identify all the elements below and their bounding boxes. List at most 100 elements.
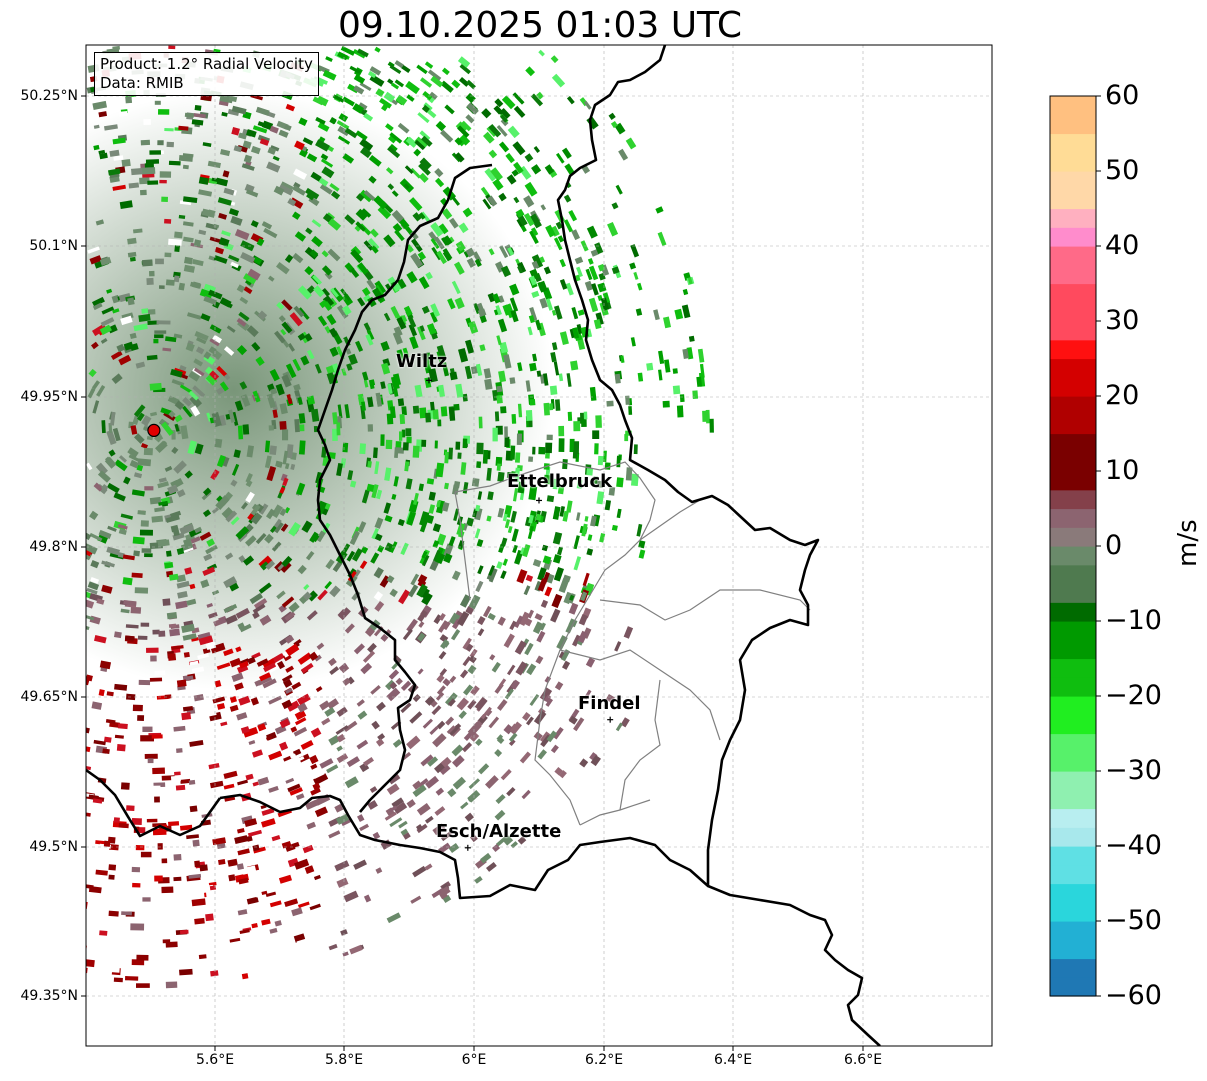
radar-echo-pixel: [316, 642, 325, 650]
radar-echo-pixel: [506, 786, 516, 797]
radar-echo-pixel: [383, 234, 396, 248]
radar-echo-pixel: [299, 149, 308, 158]
radar-echo-pixel: [178, 214, 186, 220]
radar-echo-pixel: [524, 181, 538, 197]
radar-echo-pixel: [416, 583, 428, 598]
radar-echo-pixel: [91, 701, 103, 710]
radar-echo-pixel: [332, 94, 345, 103]
radar-echo-pixel: [240, 502, 248, 510]
radar-echo-pixel: [417, 632, 426, 642]
radar-echo-pixel: [385, 167, 394, 175]
radar-echo-pixel: [587, 257, 594, 265]
radar-echo-pixel: [243, 154, 253, 164]
radar-echo-pixel: [615, 184, 623, 195]
radar-echo-pixel: [272, 155, 280, 162]
radar-echo-pixel: [224, 373, 231, 381]
colorbar-tick-label: −20: [1105, 680, 1162, 711]
radar-echo-pixel: [279, 402, 288, 415]
radar-echo-pixel: [535, 319, 542, 331]
radar-echo-pixel: [487, 195, 498, 207]
radar-echo-pixel: [400, 680, 412, 691]
radar-echo-pixel: [349, 944, 363, 955]
radar-echo-pixel: [328, 657, 337, 667]
radar-echo-pixel: [181, 623, 196, 634]
radar-echo-pixel: [448, 843, 460, 853]
radar-echo-pixel: [357, 262, 369, 275]
radar-echo-pixel: [373, 591, 384, 601]
radar-echo-pixel: [297, 333, 306, 341]
radar-echo-pixel: [498, 543, 505, 553]
radar-echo-pixel: [176, 580, 190, 589]
radar-echo-pixel: [438, 384, 446, 398]
radar-echo-pixel: [421, 588, 430, 599]
radar-echo-pixel: [439, 763, 451, 776]
colorbar-tick-label: −40: [1105, 830, 1162, 861]
radar-echo-pixel: [424, 863, 433, 871]
radar-echo-pixel: [286, 444, 294, 459]
radar-echo-pixel: [586, 468, 593, 476]
radar-echo-pixel: [131, 866, 141, 873]
radar-echo-pixel: [457, 125, 470, 138]
radar-echo-pixel: [572, 327, 580, 339]
colorbar-tick-label: 40: [1105, 230, 1140, 261]
radar-echo-pixel: [189, 394, 203, 408]
radar-echo-pixel: [246, 896, 259, 905]
radar-echo-pixel: [633, 444, 638, 455]
radar-echo-pixel: [474, 696, 488, 711]
radar-echo-pixel: [593, 318, 602, 330]
radar-echo-pixel: [558, 425, 565, 437]
radar-echo-pixel: [434, 806, 446, 816]
radar-echo-pixel: [603, 450, 607, 463]
radar-echo-pixel: [545, 698, 553, 707]
radar-echo-pixel: [101, 306, 115, 315]
radar-echo-pixel: [168, 853, 175, 859]
radar-echo-pixel: [309, 754, 319, 765]
radar-echo-pixel: [171, 803, 180, 808]
radar-echo-pixel: [426, 478, 435, 485]
radar-echo-pixel: [390, 305, 401, 319]
radar-echo-pixel: [342, 96, 355, 107]
radar-echo-pixel: [630, 337, 636, 347]
radar-echo-pixel: [611, 266, 620, 275]
radar-echo-pixel: [495, 305, 502, 316]
radar-echo-pixel: [221, 456, 230, 467]
radar-echo-pixel: [503, 354, 512, 369]
radar-echo-pixel: [432, 540, 440, 549]
radar-echo-pixel: [125, 624, 139, 629]
radar-echo-pixel: [420, 754, 434, 767]
radar-echo-pixel: [233, 449, 241, 459]
radar-echo-pixel: [103, 840, 111, 847]
radar-echo-pixel: [529, 213, 542, 229]
radar-echo-pixel: [120, 315, 133, 326]
radar-echo-pixel: [504, 436, 510, 448]
radar-echo-pixel: [390, 82, 400, 90]
radar-echo-pixel: [158, 630, 166, 637]
radar-echo-pixel: [514, 615, 524, 628]
radar-echo-pixel: [186, 675, 194, 681]
radar-echo-pixel: [616, 455, 621, 468]
radar-echo-pixel: [294, 231, 307, 242]
radar-echo-pixel: [344, 404, 350, 419]
radar-echo-pixel: [158, 500, 168, 506]
radar-echo-pixel: [268, 695, 282, 705]
radar-echo-pixel: [131, 818, 142, 825]
radar-echo-pixel: [113, 631, 122, 639]
radar-echo-pixel: [219, 381, 229, 392]
radar-echo-pixel: [412, 865, 427, 878]
radar-echo-pixel: [451, 79, 461, 89]
radar-echo-pixel: [239, 929, 250, 934]
radar-echo-pixel: [112, 427, 121, 442]
radar-echo-pixel: [492, 178, 504, 191]
radar-echo-pixel: [96, 598, 105, 605]
lon-tick-label: 6.4°E: [713, 1052, 753, 1068]
radar-echo-pixel: [395, 677, 403, 686]
radar-echo-pixel: [510, 445, 516, 460]
radar-echo-pixel: [210, 970, 219, 977]
radar-echo-pixel: [409, 711, 423, 724]
radar-echo-pixel: [237, 779, 248, 786]
radar-echo-pixel: [149, 677, 163, 682]
radar-echo-pixel: [467, 664, 477, 675]
radar-echo-pixel: [161, 858, 168, 864]
radar-echo-pixel: [338, 662, 348, 671]
radar-echo-pixel: [350, 249, 364, 264]
